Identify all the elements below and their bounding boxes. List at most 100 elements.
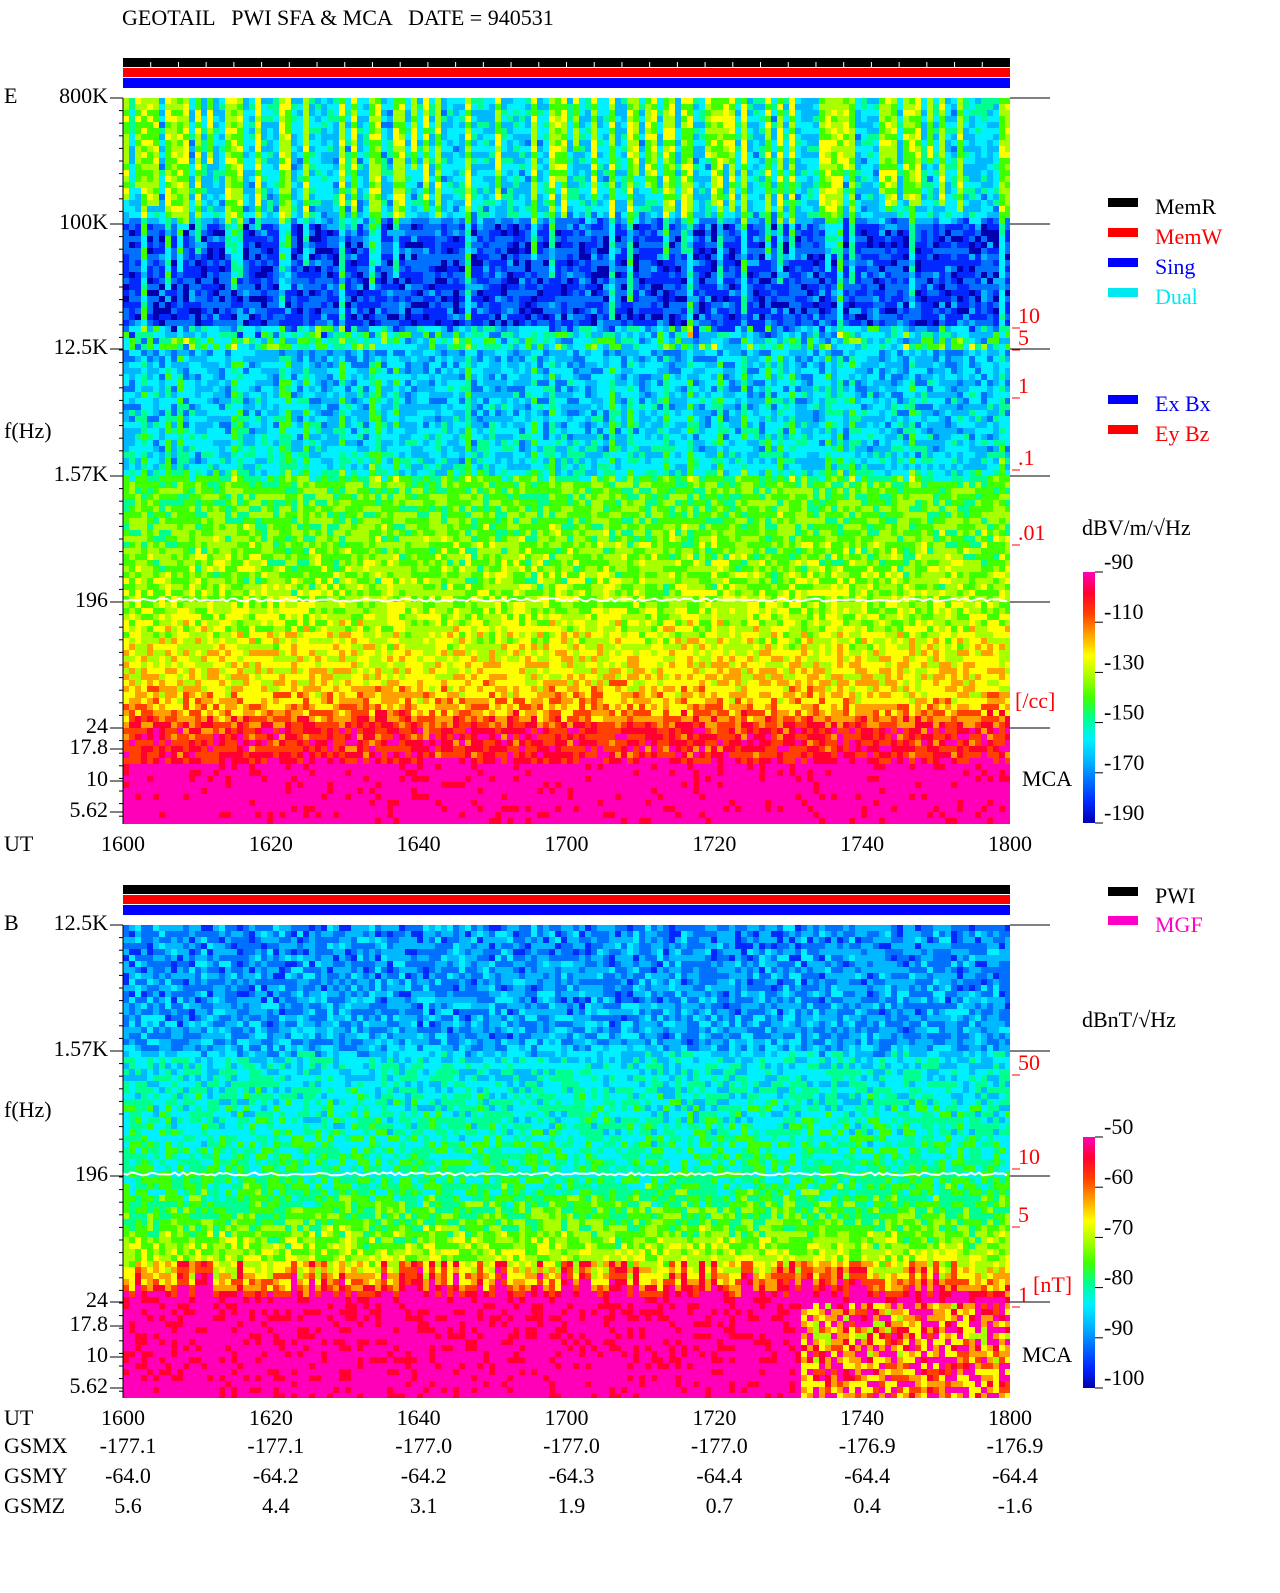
orbit-value: 3.1: [410, 1493, 438, 1518]
side-tick-label: 50: [1018, 1050, 1040, 1075]
gyro-trace: [122, 1171, 1008, 1177]
time-tick-label: 1600: [101, 831, 145, 856]
panel-label: E: [4, 83, 17, 108]
orbit-label: GSMX: [4, 1433, 68, 1458]
legend-swatch: [1108, 395, 1138, 404]
side-tick-label: 10: [1018, 1144, 1040, 1169]
spectrogram-cells: [123, 680, 1010, 764]
mca-label: MCA: [1022, 766, 1072, 791]
time-tick-label: 1740: [840, 831, 884, 856]
freq-tick-label: 24: [86, 1287, 108, 1312]
y-axis-label: f(Hz): [4, 1097, 52, 1122]
freq-tick-label: 10: [86, 1342, 108, 1367]
orbit-value: -177.0: [543, 1433, 600, 1458]
colorbar: [1083, 1137, 1095, 1388]
legend-text: MemW: [1155, 224, 1222, 249]
orbit-value: -64.4: [992, 1463, 1038, 1488]
time-tick-label: 1620: [249, 1405, 293, 1430]
side-tick-label: 5: [1018, 325, 1029, 350]
legend-swatch: [1108, 228, 1138, 237]
orbit-label: GSMZ: [4, 1493, 65, 1518]
spectrogram-cells: [123, 1225, 1010, 1398]
side-tick-label: 1: [1018, 1282, 1029, 1307]
freq-tick-label: 1.57K: [54, 461, 109, 486]
spectrogram-cells: [123, 224, 1010, 332]
freq-tick-label: 24: [86, 713, 108, 738]
legend-text: Ey Bz: [1155, 421, 1210, 446]
orbit-value: -1.6: [998, 1493, 1033, 1518]
status-bar: [123, 68, 1010, 77]
spectrogram-cells: [123, 1261, 1010, 1398]
colorbar-tick-label: -130: [1104, 649, 1144, 674]
freq-tick-label: 196: [75, 587, 108, 612]
time-tick-label: 1720: [692, 1405, 736, 1430]
orbit-value: 1.9: [558, 1493, 586, 1518]
side-tick-label: 1: [1018, 373, 1029, 398]
legend-swatch: [1108, 887, 1138, 896]
time-tick-label: 1620: [249, 831, 293, 856]
freq-tick-label: 17.8: [70, 734, 109, 759]
spectrogram-cells: [123, 728, 1010, 824]
orbit-value: -64.3: [549, 1463, 595, 1488]
orbit-value: -177.1: [247, 1433, 304, 1458]
orbit-value: -177.0: [395, 1433, 452, 1458]
spectrogram-cells: [123, 98, 1010, 476]
colorbar-tick-label: -90: [1104, 1315, 1133, 1340]
spectrogram-cells: [123, 98, 1010, 722]
orbit-value: 4.4: [262, 1493, 290, 1518]
side-tick-label: 5: [1018, 1202, 1029, 1227]
colorbar-tick-label: -70: [1104, 1214, 1133, 1239]
spectrogram-cells: [123, 710, 1010, 824]
freq-tick-label: 12.5K: [54, 910, 109, 935]
legend-swatch: [1108, 916, 1138, 925]
time-tick-label: 1800: [988, 831, 1032, 856]
freq-tick-label: 10: [86, 766, 108, 791]
colorbar: [1083, 572, 1095, 823]
status-bar: [123, 905, 1010, 915]
legend-text: Dual: [1155, 284, 1198, 309]
colorbar-unit: dBV/m/√Hz: [1082, 515, 1191, 540]
legend-text: Ex Bx: [1155, 391, 1211, 416]
spectrogram-cells: [123, 1051, 1010, 1249]
time-tick-label: 1700: [545, 1405, 589, 1430]
colorbar-tick-label: -190: [1104, 800, 1144, 825]
title: GEOTAIL PWI SFA & MCA DATE = 940531: [122, 5, 554, 30]
side-tick-label: .01: [1018, 520, 1046, 545]
freq-tick-label: 17.8: [70, 1311, 109, 1336]
legend-swatch: [1108, 425, 1138, 434]
spectrogram-cells: [123, 1183, 1010, 1363]
freq-tick-label: 100K: [59, 209, 108, 234]
side-unit: [/cc]: [1015, 688, 1055, 713]
time-tick-label: 1600: [101, 1405, 145, 1430]
spectrogram-cells: [123, 98, 1010, 704]
legend-swatch: [1108, 258, 1138, 267]
time-tick-label: 1740: [840, 1405, 884, 1430]
orbit-value: -176.9: [987, 1433, 1044, 1458]
time-tick-label: 1720: [692, 831, 736, 856]
orbit-value: -177.0: [691, 1433, 748, 1458]
colorbar-tick-label: -50: [1104, 1114, 1133, 1139]
time-axis-label: UT: [4, 831, 34, 856]
side-unit: [nT]: [1033, 1272, 1072, 1297]
freq-tick-label: 12.5K: [54, 334, 109, 359]
freq-tick-label: 800K: [59, 83, 108, 108]
spectrogram-cells: [123, 925, 1010, 1207]
orbit-label: GSMY: [4, 1463, 68, 1488]
legend-text: PWI: [1155, 883, 1195, 908]
colorbar-tick-label: -60: [1104, 1164, 1133, 1189]
orbit-value: 5.6: [114, 1493, 142, 1518]
legend-text: Sing: [1155, 254, 1195, 279]
time-tick-label: 1700: [545, 831, 589, 856]
spectrogram-cells: [123, 1267, 1010, 1398]
time-tick-label: 1640: [397, 1405, 441, 1430]
freq-tick-label: 1.57K: [54, 1036, 109, 1061]
mca-label: MCA: [1022, 1342, 1072, 1367]
spectrogram-cells: [123, 98, 1010, 596]
orbit-value: 0.4: [853, 1493, 881, 1518]
colorbar-tick-label: -90: [1104, 549, 1133, 574]
colorbar-tick-label: -150: [1104, 700, 1144, 725]
orbit-value: -176.9: [839, 1433, 896, 1458]
